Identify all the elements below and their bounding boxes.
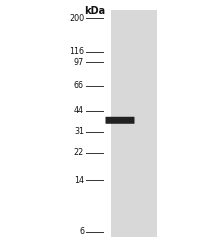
Text: 44: 44 (74, 106, 84, 115)
Text: 31: 31 (74, 127, 84, 136)
Text: 22: 22 (74, 148, 84, 157)
Text: 66: 66 (74, 81, 84, 90)
Text: kDa: kDa (84, 6, 106, 16)
FancyBboxPatch shape (105, 117, 135, 124)
Text: 6: 6 (79, 227, 84, 236)
Text: 200: 200 (69, 14, 84, 23)
Text: 97: 97 (74, 58, 84, 67)
Text: 14: 14 (74, 176, 84, 185)
Text: 116: 116 (69, 47, 84, 56)
Bar (111, 10, 157, 237)
